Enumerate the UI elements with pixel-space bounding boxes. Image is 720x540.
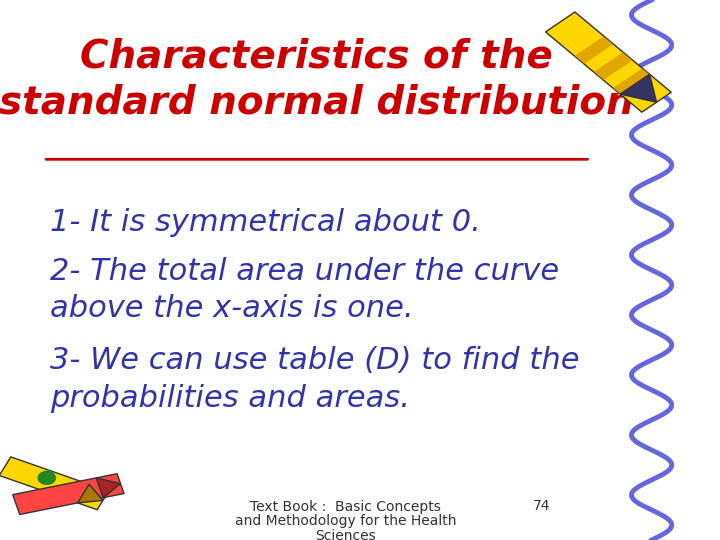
Text: and Methodology for the Health: and Methodology for the Health [235, 514, 456, 528]
Text: 1- It is symmetrical about 0.: 1- It is symmetrical about 0. [50, 208, 481, 237]
Polygon shape [78, 484, 103, 503]
Polygon shape [546, 12, 671, 112]
Text: 3- We can use table (D) to find the: 3- We can use table (D) to find the [50, 346, 580, 375]
Polygon shape [594, 52, 633, 80]
Polygon shape [13, 474, 124, 515]
Polygon shape [0, 457, 109, 510]
Circle shape [38, 471, 55, 484]
Polygon shape [575, 36, 613, 64]
Polygon shape [620, 74, 657, 102]
Polygon shape [613, 68, 652, 96]
Text: Characteristics of the
standard normal distribution: Characteristics of the standard normal d… [0, 38, 634, 122]
Text: probabilities and areas.: probabilities and areas. [50, 384, 410, 414]
Text: Text Book :  Basic Concepts: Text Book : Basic Concepts [250, 500, 441, 514]
Text: Sciences: Sciences [315, 529, 376, 540]
Text: 2- The total area under the curve: 2- The total area under the curve [50, 256, 559, 286]
Polygon shape [96, 478, 120, 498]
Text: 74: 74 [533, 500, 550, 514]
Text: above the x-axis is one.: above the x-axis is one. [50, 294, 414, 323]
